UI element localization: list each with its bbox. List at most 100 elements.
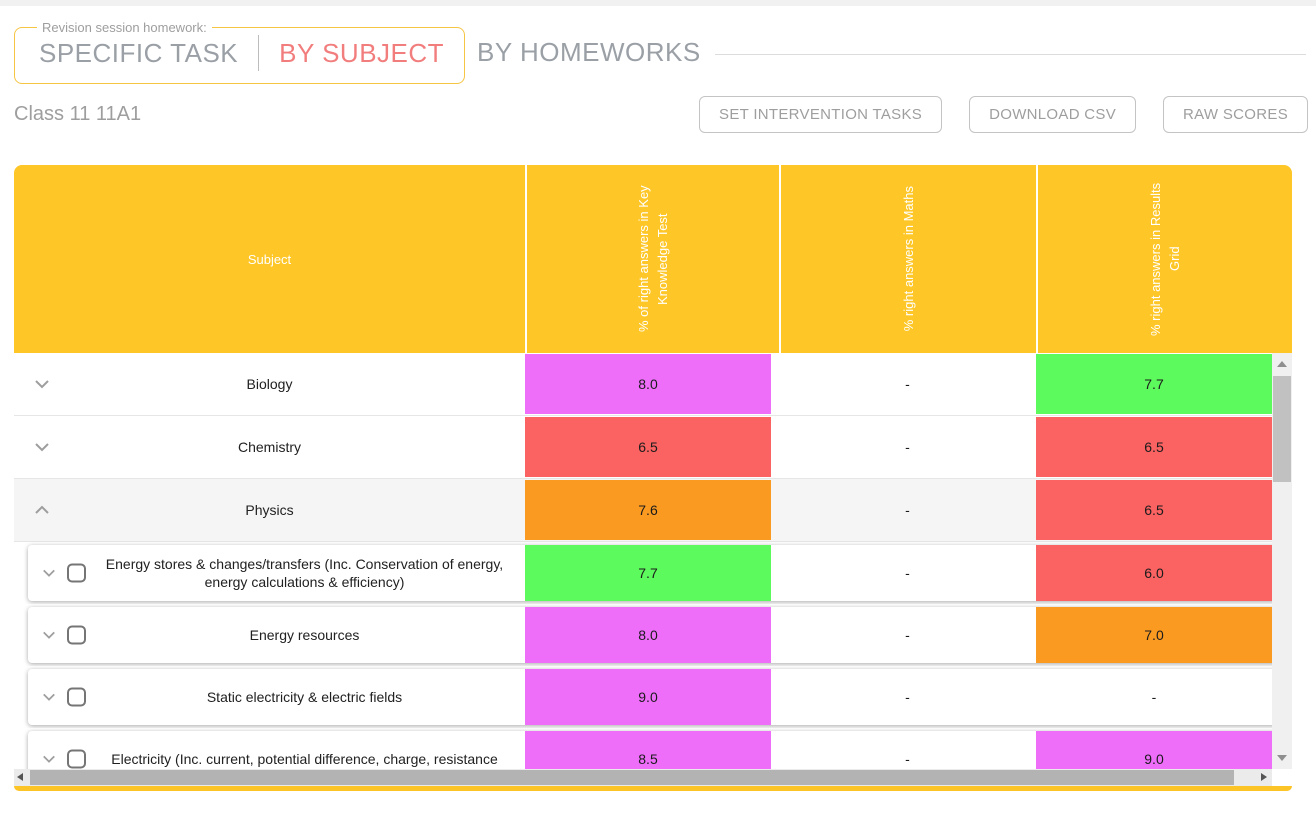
grid-cell: 7.0	[1036, 607, 1272, 663]
score-value: 8.0	[525, 354, 771, 414]
topic-cell: Energy resources	[28, 607, 525, 663]
topic-card: Energy stores & changes/transfers (Inc. …	[28, 545, 1292, 601]
grid-cell: -	[1036, 669, 1272, 725]
grid-cell: 6.5	[1036, 416, 1272, 478]
maths-cell: -	[779, 607, 1036, 663]
group-legend: Revision session homework:	[42, 20, 207, 35]
scroll-right-arrow-icon[interactable]	[1261, 773, 1267, 781]
vertical-scrollbar-thumb[interactable]	[1273, 376, 1291, 482]
score-value: -	[905, 565, 910, 581]
horizontal-scrollbar[interactable]	[14, 769, 1272, 786]
chevron-down-icon[interactable]	[42, 755, 56, 764]
score-value: -	[905, 376, 910, 392]
subject-label: Chemistry	[237, 439, 301, 455]
scroll-left-arrow-icon[interactable]	[17, 773, 23, 781]
maths-cell: -	[779, 545, 1036, 601]
scroll-up-arrow-icon[interactable]	[1277, 361, 1287, 367]
topic-cell: Energy stores & changes/transfers (Inc. …	[28, 545, 525, 601]
header-divider-line	[714, 53, 1306, 55]
topic-controls	[42, 563, 86, 583]
header-grid-label: % right answers in Results Grid	[1148, 182, 1182, 336]
download-csv-button[interactable]: DOWNLOAD CSV	[969, 96, 1137, 133]
topic-card: Static electricity & electric fields 9.0…	[28, 669, 1292, 725]
subject-label: Physics	[245, 502, 294, 518]
kkt-cell: 8.0	[525, 353, 779, 415]
score-value: 6.0	[1036, 545, 1272, 601]
score-value: -	[905, 689, 910, 705]
chevron-up-icon[interactable]	[34, 505, 50, 515]
table-row-chemistry: Chemistry 6.5 - 6.5	[14, 416, 1292, 479]
page: Revision session homework: SPECIFIC TASK…	[0, 20, 1316, 791]
class-label: Class 11 11A1	[14, 103, 142, 125]
topic-checkbox[interactable]	[67, 563, 86, 583]
kkt-cell: 8.0	[525, 607, 779, 663]
kkt-cell: 7.6	[525, 479, 779, 541]
maths-cell: -	[779, 353, 1036, 415]
score-value: 8.5	[525, 731, 771, 769]
topic-checkbox[interactable]	[67, 625, 86, 645]
header-maths: % right answers in Maths	[779, 165, 1036, 353]
score-value: 7.7	[525, 545, 771, 601]
header-key-knowledge-test: % of right answers in Key Knowledge Test	[525, 165, 779, 353]
tab-by-homeworks[interactable]: BY HOMEWORKS	[477, 36, 701, 67]
subject-cell: Physics	[14, 479, 525, 541]
maths-cell: -	[779, 416, 1036, 478]
score-value: 7.0	[1036, 607, 1272, 663]
topic-checkbox[interactable]	[67, 749, 86, 769]
tab-by-subject[interactable]: BY SUBJECT	[273, 36, 450, 71]
score-value: -	[1151, 689, 1157, 705]
maths-cell: -	[779, 479, 1036, 541]
topic-checkbox[interactable]	[67, 687, 86, 707]
chevron-down-icon[interactable]	[34, 379, 50, 389]
grid-cell: 6.5	[1036, 479, 1272, 541]
tabs-row: Revision session homework: SPECIFIC TASK…	[14, 20, 1316, 84]
table-header: Subject % of right answers in Key Knowle…	[14, 165, 1292, 353]
score-value: -	[905, 439, 910, 455]
topic-controls	[42, 625, 86, 645]
vertical-scrollbar[interactable]	[1272, 353, 1292, 769]
chevron-down-icon[interactable]	[42, 569, 56, 578]
score-value: 6.5	[1036, 417, 1272, 477]
header-kkt-label: % of right answers in Key Knowledge Test	[636, 185, 670, 333]
topic-row-energy-stores: Energy stores & changes/transfers (Inc. …	[14, 542, 1292, 604]
score-value: 9.0	[1036, 731, 1272, 769]
chevron-down-icon[interactable]	[34, 442, 50, 452]
tab-divider	[258, 35, 260, 71]
tab-specific-task[interactable]: SPECIFIC TASK	[33, 36, 244, 71]
horizontal-scrollbar-thumb[interactable]	[30, 770, 1234, 785]
chevron-down-icon[interactable]	[42, 693, 56, 702]
raw-scores-button[interactable]: RAW SCORES	[1163, 96, 1308, 133]
topic-label: Static electricity & electric fields	[206, 689, 403, 705]
topic-row-static-electricity: Static electricity & electric fields 9.0…	[14, 666, 1292, 728]
chevron-down-icon[interactable]	[42, 631, 56, 640]
topic-cell: Static electricity & electric fields	[28, 669, 525, 725]
table-row-physics: Physics 7.6 - 6.5	[14, 479, 1292, 542]
topic-controls	[42, 749, 86, 769]
score-value: 6.5	[525, 417, 771, 477]
grid-cell: 6.0	[1036, 545, 1272, 601]
grid-cell: 7.7	[1036, 353, 1272, 415]
topic-card: Electricity (Inc. current, potential dif…	[28, 731, 1292, 769]
revision-session-homework-group: Revision session homework: SPECIFIC TASK…	[14, 20, 466, 84]
score-value: 7.7	[1036, 354, 1272, 414]
topic-label: Electricity (Inc. current, potential dif…	[111, 751, 498, 767]
subject-label: Biology	[246, 376, 293, 392]
score-value: 6.5	[1036, 480, 1272, 540]
score-value: 7.6	[525, 480, 771, 540]
grid-cell: 9.0	[1036, 731, 1272, 769]
scroll-down-arrow-icon[interactable]	[1277, 755, 1287, 761]
set-intervention-tasks-button[interactable]: SET INTERVENTION TASKS	[699, 96, 943, 133]
header-subject: Subject	[14, 165, 525, 353]
kkt-cell: 9.0	[525, 669, 779, 725]
kkt-cell: 6.5	[525, 416, 779, 478]
table-row-biology: Biology 8.0 - 7.7	[14, 353, 1292, 416]
score-value: -	[905, 751, 910, 767]
topic-cell: Electricity (Inc. current, potential dif…	[28, 731, 525, 769]
score-value: -	[905, 627, 910, 643]
score-value: 9.0	[525, 669, 771, 725]
subject-cell: Biology	[14, 353, 525, 415]
header-maths-label: % right answers in Maths	[901, 186, 916, 332]
header-results-grid: % right answers in Results Grid	[1036, 165, 1292, 353]
maths-cell: -	[779, 669, 1036, 725]
topic-card: Energy resources 8.0 - 7.0	[28, 607, 1292, 663]
